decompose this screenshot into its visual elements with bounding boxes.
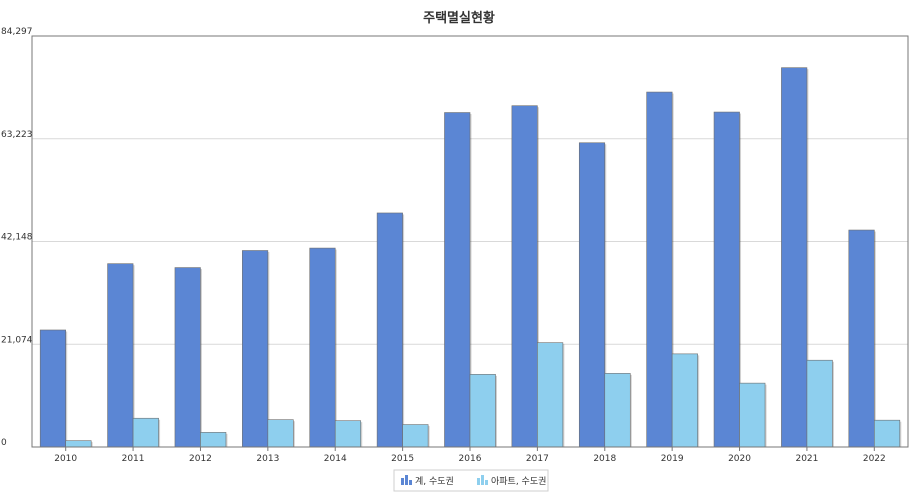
bars: [39, 67, 902, 448]
legend-icon-bar: [401, 478, 404, 485]
bar-total-2016[interactable]: [444, 112, 471, 448]
bar-total-2018[interactable]: [578, 142, 606, 448]
axes: 0 21,074 42,148 63,223 84,297 2010 2011 2012 201…: [1, 27, 909, 464]
bar-total-2022[interactable]: [848, 229, 875, 448]
bar-total-2011[interactable]: [107, 263, 134, 448]
bar-total-2017[interactable]: [511, 105, 538, 448]
bar-total-2015[interactable]: [376, 212, 403, 448]
bar-total-2019[interactable]: [646, 91, 673, 448]
bar-total-2012[interactable]: [174, 267, 201, 448]
x-tick-label: 2020: [728, 454, 751, 464]
legend[interactable]: 계, 수도권 아파트, 수도권: [393, 469, 549, 492]
bar-total-2013[interactable]: [242, 250, 269, 448]
legend-item-apartment[interactable]: 아파트, 수도권: [477, 475, 546, 487]
x-tick-label: 2019: [661, 454, 684, 464]
bar-apartment-2017[interactable]: [537, 342, 564, 448]
bar-apartment-2010[interactable]: [65, 440, 92, 448]
bar-apartment-2018[interactable]: [604, 373, 631, 448]
bar-apartment-2015[interactable]: [402, 424, 429, 448]
bar-apartment-2012[interactable]: [200, 432, 227, 448]
chart-title: 주택멸실현황: [423, 10, 495, 26]
x-tick-label: 2022: [863, 454, 886, 464]
x-tick-label: 2012: [189, 454, 212, 464]
bar-apartment-2020[interactable]: [739, 382, 766, 448]
x-tick-label: 2014: [324, 454, 347, 464]
bar-apartment-2022[interactable]: [874, 419, 901, 448]
legend-item-total[interactable]: 계, 수도권: [401, 475, 454, 487]
x-tick-label: 2017: [526, 454, 549, 464]
x-tick-label: 2018: [593, 454, 616, 464]
bar-apartment-2019[interactable]: [671, 353, 698, 448]
legend-icon-bar: [405, 475, 408, 485]
x-tick-label: 2015: [391, 454, 414, 464]
y-tick-label: 84,297: [1, 27, 33, 37]
x-tick-label: 2011: [122, 454, 145, 464]
bar-apartment-2014[interactable]: [334, 420, 362, 448]
bar-total-2014[interactable]: [309, 247, 336, 448]
legend-icon-bar: [481, 475, 484, 485]
bar-apartment-2013[interactable]: [267, 419, 294, 448]
y-tick-label: 21,074: [1, 335, 33, 345]
y-tick-label: 42,148: [1, 233, 33, 243]
x-tick-label: 2016: [459, 454, 482, 464]
legend-box: [393, 469, 549, 492]
bar-total-2010[interactable]: [39, 329, 66, 448]
legend-label: 계, 수도권: [415, 475, 454, 487]
bar-total-2021[interactable]: [781, 67, 808, 448]
x-tick-label: 2013: [256, 454, 279, 464]
legend-icon-bar: [477, 478, 480, 485]
bar-apartment-2021[interactable]: [806, 359, 833, 448]
bar-apartment-2016[interactable]: [469, 374, 496, 448]
x-tick-label: 2021: [795, 454, 818, 464]
legend-icon-bar: [409, 480, 412, 485]
bar-total-2020[interactable]: [713, 111, 740, 448]
x-tick-label: 2010: [54, 454, 77, 464]
y-tick-label: 0: [1, 438, 7, 448]
bar-apartment-2011[interactable]: [132, 417, 159, 448]
y-tick-label: 63,223: [1, 130, 33, 140]
legend-icon-bar: [485, 480, 488, 485]
legend-label: 아파트, 수도권: [491, 475, 546, 487]
